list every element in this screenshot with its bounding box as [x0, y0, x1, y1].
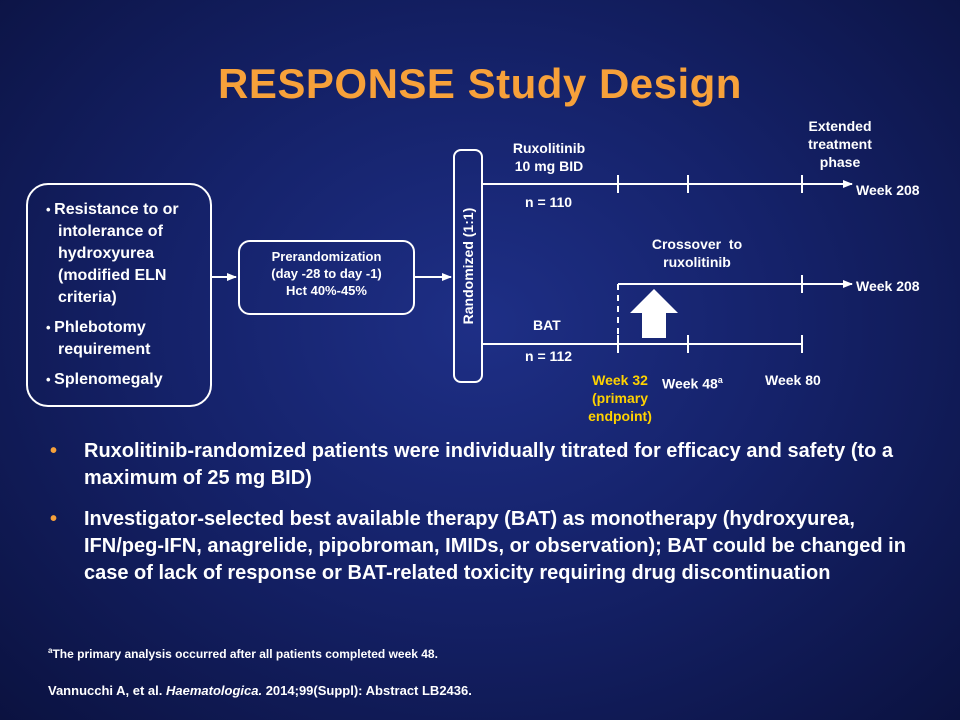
crossover-up-arrow-icon [630, 289, 678, 338]
extended-line3: phase [819, 154, 861, 170]
primary-endpoint-line1: (primary [591, 390, 649, 406]
crossover-line2: ruxolitinib [663, 254, 731, 270]
ruxolitinib-n: n = 110 [525, 194, 573, 210]
prerandomization-box: Prerandomization (day -28 to day -1) Hct… [238, 240, 415, 315]
randomization-label: Randomized (1:1) [460, 207, 476, 325]
crossover-label: Crossover to ruxolitinib [632, 235, 762, 271]
ruxolitinib-arm-label: Ruxolitinib 10 mg BID [496, 139, 602, 175]
bullet-marker: • [50, 440, 58, 462]
citation-details: 2014;99(Suppl): Abstract LB2436. [262, 683, 472, 698]
week48-label: Week 48a [662, 371, 723, 393]
extended-line2: treatment [808, 136, 872, 152]
prerandomization-line2: (day -28 to day -1) [271, 266, 382, 281]
citation: Vannucchi A, et al. Haematologica. 2014;… [48, 683, 472, 698]
footnote-text: The primary analysis occurred after all … [52, 647, 438, 661]
week32-label: Week 32 [592, 372, 648, 388]
bat-n: n = 112 [525, 348, 573, 364]
week80-label: Week 80 [765, 372, 821, 388]
eligibility-item-phlebotomy: Phlebotomy requirement [46, 317, 202, 361]
note-text-titration: Ruxolitinib-randomized patients were ind… [84, 440, 894, 489]
crossover-week208-label: Week 208 [856, 278, 920, 294]
extended-line1: Extended [808, 118, 872, 134]
footnote: aThe primary analysis occurred after all… [48, 646, 438, 661]
bullet-marker: • [50, 508, 58, 530]
week32-primary-endpoint-label: Week 32 (primary endpoint) [565, 371, 675, 425]
ruxolitinib-dose: 10 mg BID [514, 158, 584, 174]
eligibility-item-splenomegaly: Splenomegaly [46, 369, 202, 391]
note-item-titration: • Ruxolitinib-randomized patients were i… [50, 438, 910, 492]
ruxolitinib-week208-label: Week 208 [856, 182, 920, 198]
prerandomization-line1: Prerandomization [271, 249, 382, 264]
crossover-line1: Crossover to [651, 236, 743, 252]
citation-authors: Vannucchi A, et al. [48, 683, 166, 698]
citation-journal: Haematologica. [166, 683, 263, 698]
bat-arm-label: BAT [533, 317, 561, 333]
primary-endpoint-line2: endpoint) [588, 408, 652, 424]
week48-text: Week 48 [662, 375, 718, 392]
eligibility-item-resistance: Resistance to or intolerance of hydroxyu… [46, 199, 202, 309]
slide-title: RESPONSE Study Design [218, 60, 742, 107]
randomization-box [453, 149, 483, 383]
eligibility-criteria-box: Resistance to or intolerance of hydroxyu… [26, 183, 212, 407]
ruxolitinib-name: Ruxolitinib [512, 140, 586, 156]
note-text-bat: Investigator-selected best available the… [84, 508, 906, 584]
week48-footnote-marker: a [717, 375, 723, 385]
footnote-marker: a [48, 646, 53, 655]
prerandomization-line3: Hct 40%-45% [286, 283, 367, 298]
extended-treatment-phase-label: Extended treatment phase [780, 117, 900, 171]
note-item-bat: • Investigator-selected best available t… [50, 506, 910, 587]
notes-list: • Ruxolitinib-randomized patients were i… [50, 438, 910, 601]
